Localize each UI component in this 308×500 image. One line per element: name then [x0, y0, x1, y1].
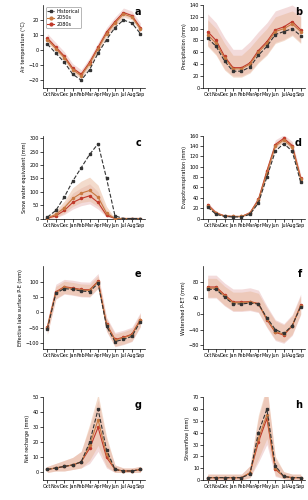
Y-axis label: Evapotranspiration (mm): Evapotranspiration (mm)	[182, 146, 187, 208]
Y-axis label: Net recharge (mm): Net recharge (mm)	[25, 415, 30, 462]
Text: d: d	[295, 138, 302, 148]
Text: h: h	[295, 400, 302, 409]
Text: e: e	[135, 269, 142, 279]
Text: b: b	[295, 8, 302, 18]
Y-axis label: Air temperature (°C): Air temperature (°C)	[21, 21, 26, 72]
Text: f: f	[298, 269, 302, 279]
Legend: Historical, 2050s, 2080s: Historical, 2050s, 2080s	[46, 8, 81, 28]
Text: c: c	[136, 138, 142, 148]
Y-axis label: Precipitation (mm): Precipitation (mm)	[182, 24, 187, 70]
Y-axis label: Snow water equivalent (mm): Snow water equivalent (mm)	[22, 142, 27, 213]
Y-axis label: Watershed P-ET (mm): Watershed P-ET (mm)	[181, 281, 186, 334]
Text: g: g	[135, 400, 142, 409]
Text: a: a	[135, 8, 142, 18]
Y-axis label: Effective lake surface P-E (mm): Effective lake surface P-E (mm)	[18, 270, 23, 346]
Y-axis label: Streamflow (mm): Streamflow (mm)	[185, 417, 190, 460]
